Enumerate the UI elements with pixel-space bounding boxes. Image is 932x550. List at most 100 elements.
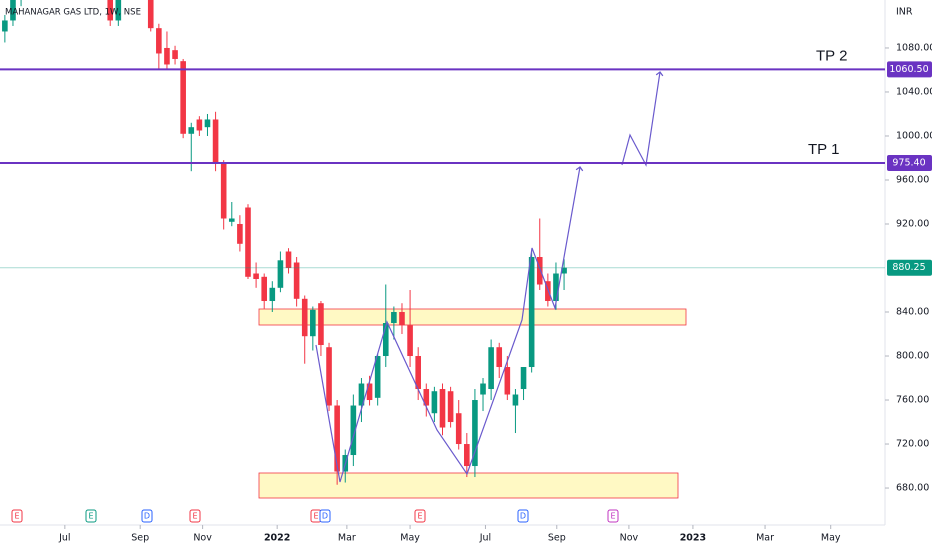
candle-body	[431, 391, 438, 414]
candle-body	[180, 61, 186, 134]
event-badge	[189, 509, 201, 523]
candle-body	[520, 367, 527, 390]
candle-body	[301, 298, 308, 337]
candle-body	[285, 251, 292, 269]
candle-body	[204, 119, 211, 128]
candle-body	[188, 127, 195, 134]
y-tick-label: 800.00	[896, 351, 929, 362]
event-marker: E	[417, 512, 422, 521]
x-tick-label: Sep	[131, 533, 149, 544]
candle-body	[391, 312, 397, 324]
candle-body	[334, 405, 340, 472]
candle-body	[496, 347, 503, 368]
event-marker: E	[610, 512, 615, 521]
candle-body	[366, 383, 373, 401]
candle-body	[2, 20, 8, 32]
candle-body	[172, 50, 178, 59]
last-price-tag	[887, 259, 932, 276]
candle-body	[107, 0, 114, 21]
chart-title: MAHANAGAR GAS LTD, 1W, NSE	[5, 8, 141, 18]
candle-body	[164, 47, 170, 65]
target-tag	[887, 61, 932, 78]
target-name: TP 2	[816, 47, 847, 64]
candle-body	[512, 394, 519, 406]
resistance-zone	[258, 308, 687, 326]
candle-body	[504, 367, 511, 395]
candle-body	[553, 273, 559, 302]
target-tag	[887, 155, 932, 172]
projection-path	[621, 71, 664, 167]
pattern-path	[315, 166, 584, 483]
candle-body	[350, 405, 357, 456]
candle-body	[407, 325, 413, 357]
event-marker: E	[192, 512, 197, 521]
x-tick-label: Nov	[620, 533, 639, 544]
candle-body	[472, 400, 478, 467]
x-tick-label: 2022	[264, 533, 290, 544]
candle-body	[439, 389, 446, 428]
candle-body	[399, 312, 405, 326]
candle-body	[455, 413, 462, 445]
y-tick-label: 840.00	[896, 307, 929, 318]
x-tick-label: Mar	[756, 533, 774, 544]
y-tick-label: 1040.00	[896, 86, 932, 97]
candle-body	[464, 444, 470, 467]
y-tick-label: 1080.00	[896, 42, 932, 53]
candle-body	[488, 347, 494, 390]
candle-body	[447, 391, 454, 423]
event-badge	[319, 509, 331, 523]
candle-body	[196, 119, 203, 131]
plot-area	[2, 0, 687, 499]
event-marker: E	[313, 512, 318, 521]
x-tick-label: May	[400, 533, 420, 544]
candle-body	[561, 267, 567, 274]
target-label: 1060.50	[889, 64, 928, 75]
candle-body	[156, 28, 162, 54]
candle-body	[261, 276, 268, 302]
event-marker: D	[520, 512, 526, 521]
candle-body	[237, 223, 243, 244]
event-marker: D	[322, 512, 328, 521]
candle-body	[220, 163, 227, 219]
candle-body	[415, 356, 421, 390]
x-tick-label: Sep	[548, 533, 566, 544]
candle-body	[382, 323, 389, 357]
y-tick-label: 760.00	[896, 395, 929, 406]
candle-body	[245, 207, 251, 277]
candle-body	[269, 287, 276, 302]
event-badge	[607, 509, 619, 523]
candle-body	[480, 383, 486, 395]
events: E E D E E D E D E	[11, 509, 619, 523]
candle-body	[326, 347, 332, 406]
x-tick-label: 2023	[680, 533, 706, 544]
event-badge	[85, 509, 97, 523]
x-tick-label: Jul	[58, 533, 70, 544]
candle-body	[212, 119, 219, 164]
y-tick-label: 720.00	[896, 439, 929, 450]
candle-body	[147, 0, 154, 29]
x-tick-label: Mar	[338, 533, 356, 544]
candle-body	[277, 260, 284, 288]
event-badge	[11, 509, 23, 523]
candle-body	[358, 383, 365, 406]
event-marker: D	[144, 512, 150, 521]
candle-body	[536, 256, 543, 285]
candle-body	[545, 281, 551, 302]
event-badge	[141, 509, 153, 523]
x-tick-label: May	[821, 533, 841, 544]
x-tick-label: Nov	[193, 533, 212, 544]
event-badge	[414, 509, 426, 523]
candle-body	[423, 389, 430, 406]
candle-body	[374, 356, 381, 398]
candle-body	[528, 256, 535, 368]
drawings	[315, 71, 664, 483]
y-tick-label: 920.00	[896, 218, 929, 229]
support-zone	[258, 472, 679, 499]
candle-body	[10, 0, 16, 21]
y-tick-label: 1000.00	[896, 130, 932, 141]
event-badge	[517, 509, 529, 523]
candle-body	[115, 0, 122, 21]
event-marker: E	[88, 512, 93, 521]
